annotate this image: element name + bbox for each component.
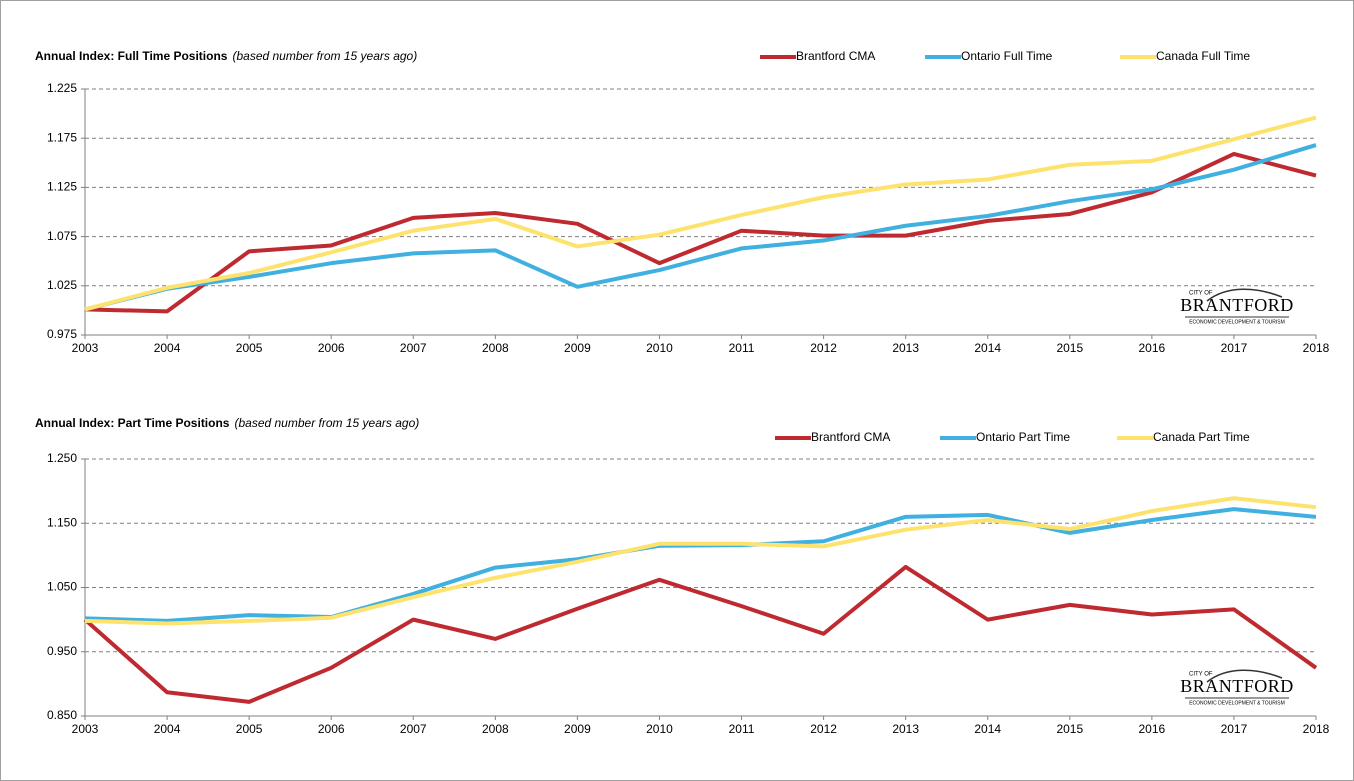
x-tick-label: 2007 bbox=[400, 341, 427, 355]
x-tick-label: 2008 bbox=[482, 722, 509, 736]
y-tick-label: 1.225 bbox=[47, 81, 77, 95]
x-tick-label: 2011 bbox=[729, 341, 755, 355]
x-tick-label: 2005 bbox=[236, 722, 263, 736]
y-tick-label: 0.850 bbox=[47, 708, 77, 722]
x-tick-label: 2009 bbox=[564, 341, 591, 355]
y-tick-label: 1.175 bbox=[47, 130, 77, 144]
y-tick-label: 1.250 bbox=[47, 451, 77, 465]
x-tick-label: 2016 bbox=[1139, 341, 1166, 355]
x-tick-label: 2009 bbox=[564, 722, 591, 736]
x-tick-label: 2013 bbox=[892, 722, 919, 736]
x-tick-label: 2018 bbox=[1303, 722, 1330, 736]
y-tick-label: 1.025 bbox=[47, 278, 77, 292]
series-line bbox=[84, 496, 1317, 626]
series-line bbox=[83, 564, 1318, 704]
logo-swoosh bbox=[1206, 669, 1283, 683]
y-tick-label: 0.975 bbox=[47, 327, 77, 341]
chart-title: Annual Index: Part Time Positions (based … bbox=[35, 416, 419, 430]
x-tick-label: 2014 bbox=[974, 341, 1001, 355]
logo-top: CITY OF bbox=[1189, 672, 1213, 678]
y-tick-label: 1.050 bbox=[47, 580, 77, 594]
title-sub: (based number from 15 years ago) bbox=[232, 49, 417, 63]
x-tick-label: 2006 bbox=[318, 341, 345, 355]
logo-swoosh bbox=[1206, 288, 1283, 302]
x-tick-label: 2008 bbox=[482, 341, 509, 355]
x-tick-label: 2006 bbox=[318, 722, 345, 736]
y-tick-label: 1.075 bbox=[47, 229, 77, 243]
logo-bottom: ECONOMIC DEVELOPMENT & TOURISM bbox=[1189, 319, 1285, 325]
legend-label: Canada Part Time bbox=[1153, 430, 1250, 444]
x-tick-label: 2017 bbox=[1221, 341, 1248, 355]
title-sub: (based number from 15 years ago) bbox=[234, 416, 419, 430]
logo-name: BRANTFORD bbox=[1180, 295, 1294, 315]
x-tick-label: 2013 bbox=[892, 341, 919, 355]
title-main: Annual Index: Full Time Positions bbox=[35, 49, 228, 63]
x-tick-label: 2014 bbox=[974, 722, 1001, 736]
x-tick-label: 2004 bbox=[154, 722, 181, 736]
x-tick-label: 2015 bbox=[1056, 722, 1083, 736]
x-tick-label: 2005 bbox=[236, 341, 263, 355]
x-tick-label: 2007 bbox=[400, 722, 427, 736]
x-tick-label: 2010 bbox=[646, 722, 673, 736]
x-tick-label: 2003 bbox=[72, 341, 99, 355]
legend-label: Canada Full Time bbox=[1156, 49, 1250, 63]
x-tick-label: 2016 bbox=[1139, 722, 1166, 736]
series-line bbox=[84, 115, 1317, 312]
x-tick-label: 2015 bbox=[1056, 341, 1083, 355]
title-main: Annual Index: Part Time Positions bbox=[35, 416, 230, 430]
legend-label: Brantford CMA bbox=[811, 430, 890, 444]
logo-name: BRANTFORD bbox=[1180, 676, 1294, 696]
x-tick-label: 2003 bbox=[72, 722, 99, 736]
logo-top: CITY OF bbox=[1189, 291, 1213, 297]
chart-title: Annual Index: Full Time Positions (based … bbox=[35, 49, 417, 63]
series-line bbox=[84, 151, 1317, 314]
legend-label: Ontario Full Time bbox=[961, 49, 1053, 63]
legend-label: Brantford CMA bbox=[796, 49, 875, 63]
legend-label: Ontario Part Time bbox=[976, 430, 1070, 444]
y-tick-label: 0.950 bbox=[47, 644, 77, 658]
x-tick-label: 2012 bbox=[810, 722, 837, 736]
x-tick-label: 2012 bbox=[810, 341, 837, 355]
x-tick-label: 2017 bbox=[1221, 722, 1248, 736]
y-tick-label: 1.150 bbox=[47, 515, 77, 529]
series-line bbox=[84, 143, 1317, 312]
x-tick-label: 2018 bbox=[1303, 341, 1330, 355]
x-tick-label: 2011 bbox=[729, 722, 755, 736]
x-tick-label: 2010 bbox=[646, 341, 673, 355]
logo-bottom: ECONOMIC DEVELOPMENT & TOURISM bbox=[1189, 700, 1285, 706]
x-tick-label: 2004 bbox=[154, 341, 181, 355]
y-tick-label: 1.125 bbox=[47, 180, 77, 194]
